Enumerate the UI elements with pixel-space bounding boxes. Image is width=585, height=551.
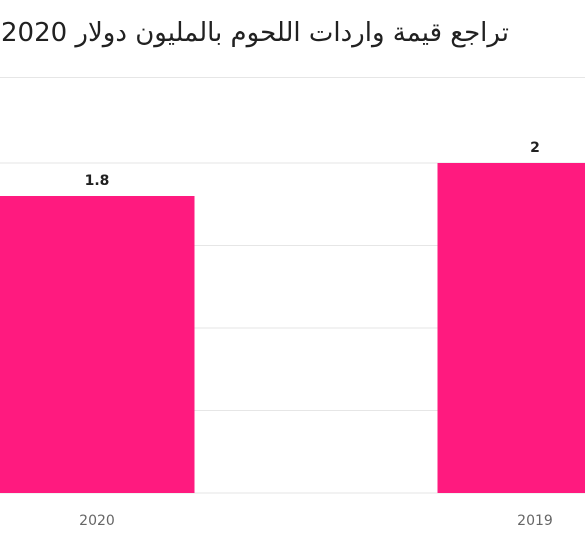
data-label-2020: 1.8 bbox=[85, 173, 110, 189]
bar-2020 bbox=[0, 196, 195, 493]
bars-group bbox=[0, 163, 585, 493]
data-label-2019: 2 bbox=[530, 140, 540, 156]
x-tick-2019: 2019 bbox=[517, 513, 553, 529]
chart-title: تراجع قيمة واردات اللحوم بالمليون دولار … bbox=[0, 18, 509, 48]
bar-2019 bbox=[437, 163, 585, 493]
data-labels-group: 1.82 bbox=[85, 140, 540, 189]
x-tick-2020: 2020 bbox=[79, 513, 115, 529]
x-tick-labels-group: 2020 2019 bbox=[79, 513, 553, 529]
title-divider bbox=[0, 77, 585, 78]
